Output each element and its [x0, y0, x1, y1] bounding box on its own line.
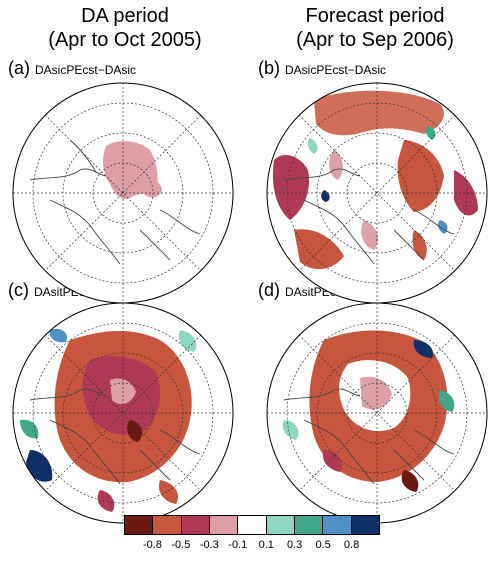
panel-expression: DAsicPEcst−DAsic — [285, 63, 387, 77]
colorbar — [124, 515, 380, 535]
anomaly-patch — [20, 419, 39, 439]
column-title-line1: DA period — [81, 5, 169, 27]
anomaly-patch — [282, 420, 299, 440]
anomaly-patch — [322, 450, 343, 472]
anomaly-patch — [97, 490, 115, 512]
panel-label-b: (b) DAsicPEcst−DAsic — [258, 58, 386, 79]
panel-expression: DAsicPEcst−DAsic — [35, 63, 137, 77]
anomaly-patch — [272, 155, 310, 220]
colorbar-swatch — [125, 516, 154, 534]
colorbar-tick-label: -0.1 — [228, 539, 248, 551]
anomaly-patch — [361, 220, 379, 250]
colorbar-swatch — [351, 516, 379, 534]
colorbar-swatch — [266, 516, 295, 534]
coastlines — [283, 168, 455, 265]
anomaly-patch — [127, 420, 143, 442]
anomaly-patch — [158, 480, 179, 504]
column-title-line1: Forecast period — [305, 5, 445, 27]
panel-letter: (c) — [8, 280, 29, 300]
panel-letter: (a) — [8, 58, 30, 78]
colorbar-swatch — [294, 516, 324, 534]
anomaly-patch — [397, 140, 444, 212]
anomaly-patch — [425, 126, 436, 140]
anomaly-patch — [307, 138, 318, 154]
colorbar-tick-label: -0.8 — [142, 539, 162, 551]
colorbar-swatch — [238, 516, 267, 534]
anomaly-patch — [413, 340, 434, 358]
anomaly-patch — [454, 170, 478, 216]
anomaly-patch — [329, 150, 343, 180]
colorbar-tick-label: 0.1 — [258, 539, 274, 551]
coastlines — [283, 388, 455, 485]
anomaly-patch — [437, 220, 448, 234]
column-title-line2: (Apr to Oct 2005) — [48, 29, 202, 51]
colorbar-tick-label: 0.3 — [287, 539, 303, 551]
column-title-line2: (Apr to Sep 2006) — [296, 29, 454, 51]
polar-map-b — [266, 82, 488, 304]
panel-letter: (d) — [258, 280, 280, 300]
colorbar-tick-label: -0.3 — [199, 539, 219, 551]
anomaly-patch — [360, 376, 392, 410]
colorbar-swatch — [209, 516, 239, 534]
column-title-forecast: Forecast period (Apr to Sep 2006) — [250, 4, 500, 52]
colorbar-swatch — [153, 516, 182, 534]
anomaly-patch — [294, 229, 344, 270]
column-title-da: DA period (Apr to Oct 2005) — [0, 4, 250, 52]
anomaly-patch — [142, 176, 162, 198]
anomaly-patch — [314, 90, 445, 136]
colorbar-tick-label: 0.5 — [315, 539, 331, 551]
coastlines — [29, 388, 201, 485]
anomaly-patch — [401, 470, 419, 492]
polar-map-d — [266, 302, 488, 524]
colorbar-tick-label: -0.5 — [171, 539, 191, 551]
anomaly-patch — [26, 450, 53, 482]
anomaly-patch — [49, 328, 68, 343]
anomaly-patch — [438, 390, 455, 412]
polar-map-c — [12, 302, 234, 524]
colorbar-swatch — [323, 516, 352, 534]
polar-map-a — [12, 82, 234, 304]
coastlines — [29, 139, 201, 265]
colorbar-swatch — [181, 516, 210, 534]
colorbar-ticks: -0.8 -0.5 -0.3 -0.1 0.1 0.3 0.5 0.8 — [124, 539, 380, 555]
panel-letter: (b) — [258, 58, 280, 78]
colorbar-tick-label: 0.8 — [343, 539, 360, 551]
panel-label-a: (a) DAsicPEcst−DAsic — [8, 58, 136, 79]
